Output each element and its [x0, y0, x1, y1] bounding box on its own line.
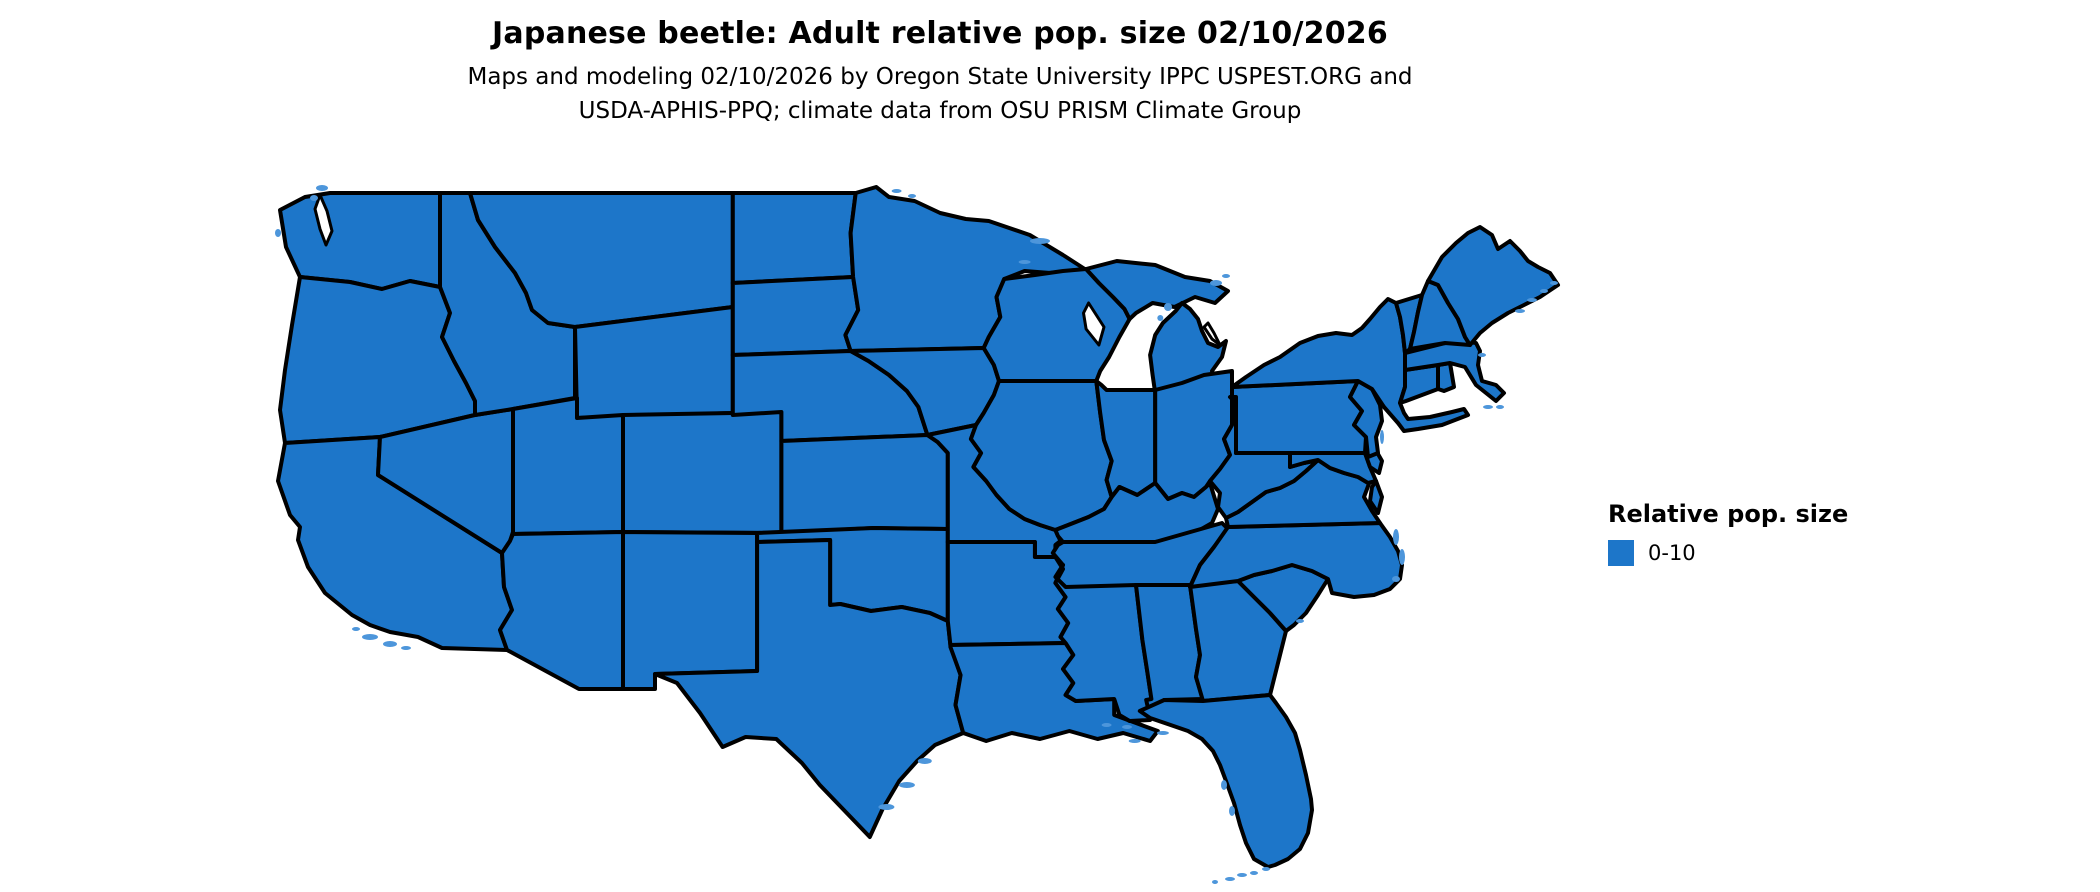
coastal-island [1221, 780, 1227, 790]
state-mn [843, 185, 1087, 353]
state-nc [1188, 521, 1404, 599]
lake-green-bay [1082, 301, 1106, 347]
coastal-island [908, 194, 916, 198]
coastal-island [1156, 731, 1169, 735]
state-wy [573, 305, 735, 420]
subtitle-line-1: Maps and modeling 02/10/2026 by Oregon S… [467, 64, 1413, 90]
coastal-island [1250, 871, 1258, 875]
coastal-island [362, 634, 378, 640]
lake-saginaw-bay [1202, 321, 1222, 347]
coastal-island [275, 229, 281, 237]
coastal-island [383, 641, 397, 647]
state-nd [730, 191, 858, 285]
subtitle-line-2: USDA-APHIS-PPQ; climate data from OSU PR… [578, 98, 1302, 124]
coastal-island [1212, 880, 1218, 884]
state-me [1426, 225, 1560, 347]
state-ks [779, 433, 950, 535]
state-az [498, 530, 625, 691]
state-pa [1230, 379, 1368, 455]
coastal-island [1380, 430, 1384, 444]
coastal-island [1483, 405, 1493, 409]
state-in [1094, 379, 1158, 499]
coastal-island [1478, 353, 1486, 357]
state-tx [653, 538, 966, 839]
state-mi-up [1084, 259, 1230, 321]
coastal-island [1550, 281, 1558, 285]
us-map [275, 185, 1560, 884]
coastal-island [1540, 289, 1548, 293]
coastal-island [917, 758, 932, 764]
legend-item: 0-10 [1608, 540, 1848, 566]
coastal-island [1515, 309, 1525, 313]
coastal-island [310, 195, 318, 201]
coastal-island [1399, 549, 1405, 565]
state-ar [945, 540, 1073, 647]
coastal-island [1122, 725, 1132, 729]
coastal-island [1229, 806, 1235, 816]
state-sd [730, 275, 861, 357]
coastal-island [1527, 298, 1537, 302]
state-nm [621, 530, 760, 691]
coastal-island [891, 189, 902, 193]
legend-item-label: 0-10 [1648, 541, 1696, 565]
coastal-island [1392, 576, 1400, 582]
coastal-island [1496, 405, 1504, 409]
coastal-island [352, 627, 360, 631]
legend-swatch [1608, 540, 1634, 566]
coastal-island [878, 804, 895, 810]
coastal-island [1157, 315, 1164, 321]
state-wa [278, 191, 442, 291]
coastal-island [1018, 260, 1031, 264]
lake-puget-sound [313, 193, 334, 247]
legend-title: Relative pop. size [1608, 500, 1849, 528]
figure-subtitle: Maps and modeling 02/10/2026 by Oregon S… [0, 60, 1880, 128]
coastal-island [1101, 723, 1112, 727]
legend: Relative pop. size 0-10 [1608, 500, 1848, 566]
state-va-es [1368, 479, 1384, 515]
state-ut [511, 396, 625, 536]
coastal-island [1030, 238, 1050, 244]
coastal-island [401, 646, 411, 650]
coastal-island [1393, 529, 1399, 545]
coastal-island [1164, 303, 1172, 311]
coastal-island [1237, 873, 1247, 877]
coastal-island [1128, 739, 1141, 743]
coastal-island [898, 782, 915, 788]
coastal-island [1225, 877, 1235, 881]
coastal-island [1210, 280, 1222, 286]
coastal-island [1222, 274, 1230, 278]
state-co [621, 409, 784, 535]
state-fl [1137, 693, 1314, 869]
coastal-island [1262, 867, 1270, 871]
coastal-island [1296, 619, 1304, 623]
state-ri [1436, 361, 1456, 393]
coastal-island [316, 185, 328, 191]
page-title: Japanese beetle: Adult relative pop. siz… [492, 16, 1388, 51]
